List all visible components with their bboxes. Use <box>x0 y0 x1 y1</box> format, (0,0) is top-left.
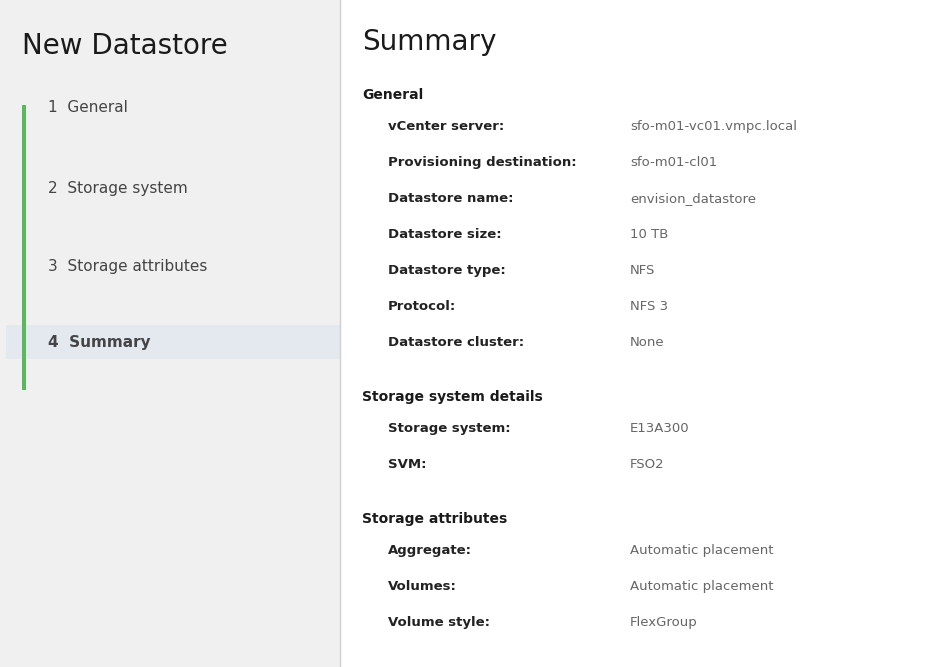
Text: E13A300: E13A300 <box>630 422 690 435</box>
Text: General: General <box>362 88 423 102</box>
Text: SVM:: SVM: <box>388 458 427 471</box>
Text: Aggregate:: Aggregate: <box>388 544 472 557</box>
Text: NFS 3: NFS 3 <box>630 300 669 313</box>
Text: Datastore size:: Datastore size: <box>388 228 502 241</box>
Text: Volumes:: Volumes: <box>388 580 457 593</box>
Text: Automatic placement: Automatic placement <box>630 544 773 557</box>
Text: Provisioning destination:: Provisioning destination: <box>388 156 577 169</box>
Text: vCenter server:: vCenter server: <box>388 120 505 133</box>
Text: 2  Storage system: 2 Storage system <box>48 181 188 197</box>
Text: Storage system:: Storage system: <box>388 422 510 435</box>
Text: Protocol:: Protocol: <box>388 300 457 313</box>
Text: 4  Summary: 4 Summary <box>48 334 151 350</box>
Text: None: None <box>630 336 665 349</box>
Text: Datastore cluster:: Datastore cluster: <box>388 336 524 349</box>
Bar <box>22 105 26 390</box>
Text: envision_datastore: envision_datastore <box>630 192 756 205</box>
Bar <box>340 0 926 667</box>
Text: sfo-m01-vc01.vmpc.local: sfo-m01-vc01.vmpc.local <box>630 120 797 133</box>
Text: Storage system details: Storage system details <box>362 390 543 404</box>
Text: NFS: NFS <box>630 264 656 277</box>
Text: 3  Storage attributes: 3 Storage attributes <box>48 259 207 275</box>
Text: FlexGroup: FlexGroup <box>630 616 698 629</box>
Text: Datastore type:: Datastore type: <box>388 264 506 277</box>
Text: New Datastore: New Datastore <box>22 32 228 60</box>
Text: 10 TB: 10 TB <box>630 228 669 241</box>
Text: Automatic placement: Automatic placement <box>630 580 773 593</box>
Text: Volume style:: Volume style: <box>388 616 490 629</box>
Text: Storage attributes: Storage attributes <box>362 512 507 526</box>
Text: Datastore name:: Datastore name: <box>388 192 514 205</box>
Text: sfo-m01-cl01: sfo-m01-cl01 <box>630 156 718 169</box>
Text: Summary: Summary <box>362 28 496 56</box>
Text: FSO2: FSO2 <box>630 458 665 471</box>
Bar <box>6 325 340 359</box>
Bar <box>0 0 340 667</box>
Text: 1  General: 1 General <box>48 99 128 115</box>
